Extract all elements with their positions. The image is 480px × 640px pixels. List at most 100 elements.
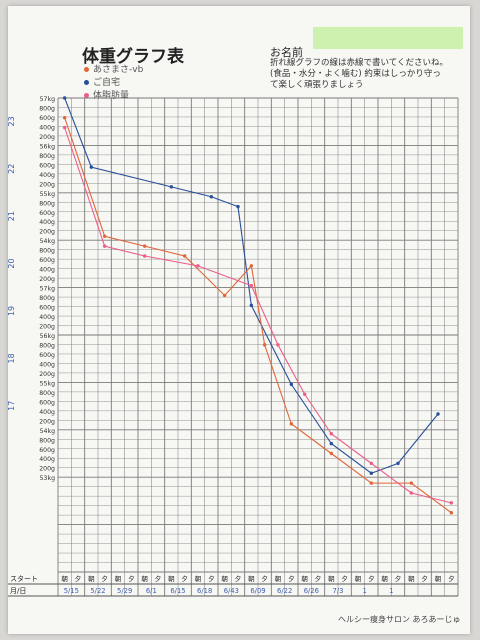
- y-tick-label: 600g: [39, 115, 55, 122]
- date-label: 5/15: [64, 587, 79, 595]
- data-point: [102, 244, 107, 248]
- y-tick-label: 200g: [39, 181, 55, 188]
- data-point: [409, 491, 414, 495]
- y-tick-label: 54kg: [40, 428, 55, 435]
- slot-label: 夕: [315, 574, 322, 583]
- row-label: スタート: [10, 574, 38, 583]
- y-tick-label: 200g: [39, 324, 55, 331]
- y-tick-label: 400g: [39, 456, 55, 463]
- slot-label: 夕: [368, 574, 375, 583]
- y-tick-label: 400g: [39, 267, 55, 274]
- slot-label: 朝: [301, 575, 308, 583]
- legend-dot-icon: [84, 80, 89, 85]
- slot-label: 夕: [208, 574, 215, 583]
- data-point: [62, 125, 67, 130]
- y-tick-label: 600g: [39, 399, 55, 406]
- slot-label: 朝: [381, 575, 388, 583]
- legend-item: 体脂肪量: [84, 90, 143, 103]
- date-label: 6/18: [197, 587, 212, 595]
- slot-label: 朝: [275, 575, 282, 583]
- y-tick-label: 400g: [39, 361, 55, 368]
- y-tick-label: 57kg: [40, 286, 55, 293]
- y-tick-label: 200g: [39, 466, 55, 473]
- slot-label: 夕: [181, 574, 188, 583]
- data-point: [329, 432, 334, 436]
- legend-label: 体脂肪量: [93, 91, 130, 101]
- chart-title: 体重グラフ表: [82, 47, 184, 67]
- data-point: [182, 254, 187, 258]
- y-tick-label: 53kg: [40, 475, 55, 482]
- instruction-line: 折れ線グラフの線は赤線で書いてくださいね。: [270, 58, 448, 68]
- instruction-line: (食品・水分・よく噛む) 約束はしっかり守っ: [270, 69, 441, 79]
- data-point: [329, 451, 334, 456]
- data-point: [436, 412, 440, 416]
- data-point: [62, 116, 67, 120]
- data-point: [209, 195, 214, 199]
- instructions: 折れ線グラフの線は赤線で書いてくださいね。 (食品・水分・よく噛む) 約束はしっ…: [270, 58, 448, 91]
- y-tick-label: 56kg: [40, 333, 55, 340]
- data-point: [102, 234, 107, 238]
- date-label: 6/1: [146, 587, 157, 595]
- slot-label: 夕: [155, 574, 162, 583]
- handwritten-mark: 19: [7, 306, 16, 316]
- data-point: [142, 244, 147, 248]
- y-tick-label: 400g: [39, 314, 55, 321]
- y-tick-label: 600g: [39, 352, 55, 359]
- y-tick-label: 800g: [39, 248, 55, 255]
- y-tick-label: 200g: [39, 134, 55, 141]
- date-label: 6/43: [224, 587, 239, 595]
- date-label: 1: [363, 587, 367, 595]
- slot-label: 朝: [248, 575, 255, 583]
- slot-label: 朝: [221, 575, 228, 583]
- slot-label: 夕: [448, 574, 455, 583]
- y-tick-label: 800g: [39, 342, 55, 349]
- y-tick-label: 600g: [39, 162, 55, 169]
- footer-brand: ヘルシー痩身サロン あろあーじゅ: [338, 615, 461, 624]
- y-tick-label: 800g: [39, 295, 55, 302]
- sticky-note: [313, 27, 463, 49]
- data-point: [89, 165, 94, 169]
- slot-label: 夕: [101, 574, 108, 583]
- y-tick-label: 800g: [39, 390, 55, 397]
- y-tick-label: 200g: [39, 276, 55, 283]
- date-label: 6/15: [170, 587, 185, 595]
- data-point: [369, 481, 374, 485]
- y-tick-label: 400g: [39, 409, 55, 416]
- data-point: [276, 343, 280, 347]
- handwritten-mark: 22: [7, 164, 16, 174]
- row-label: 月/日: [10, 587, 26, 595]
- data-point: [369, 461, 374, 466]
- data-point: [289, 422, 294, 426]
- data-point: [236, 204, 240, 209]
- legend-dot-icon: [84, 67, 89, 72]
- data-point: [409, 481, 414, 485]
- date-label: 5/29: [117, 587, 132, 595]
- slot-label: 朝: [328, 575, 335, 583]
- handwritten-mark: 20: [7, 258, 16, 268]
- data-point: [249, 264, 254, 268]
- slot-label: 夕: [421, 574, 428, 583]
- series-line: [64, 117, 452, 514]
- data-point: [249, 303, 254, 308]
- y-tick-label: 400g: [39, 124, 55, 131]
- data-point: [196, 264, 200, 268]
- y-tick-label: 200g: [39, 371, 55, 378]
- slot-label: 夕: [75, 574, 82, 583]
- date-label: 6/22: [277, 587, 292, 595]
- data-point: [302, 392, 307, 396]
- handwritten-mark: 17: [7, 401, 16, 411]
- legend-label: あさまさ-vb: [93, 65, 144, 75]
- data-point: [369, 471, 374, 475]
- data-point: [449, 501, 454, 505]
- slot-label: 朝: [435, 575, 442, 583]
- y-tick-label: 800g: [39, 437, 55, 444]
- instruction-line: て楽しく頑張りましょう: [270, 80, 364, 90]
- y-tick-label: 800g: [39, 105, 55, 112]
- data-point: [396, 461, 400, 466]
- slot-label: 夕: [288, 574, 295, 583]
- legend-item: ご自宅: [84, 77, 143, 90]
- slot-label: 夕: [235, 574, 242, 583]
- y-tick-label: 800g: [39, 200, 55, 207]
- legend: あさまさ-vb ご自宅 体脂肪量: [84, 64, 143, 103]
